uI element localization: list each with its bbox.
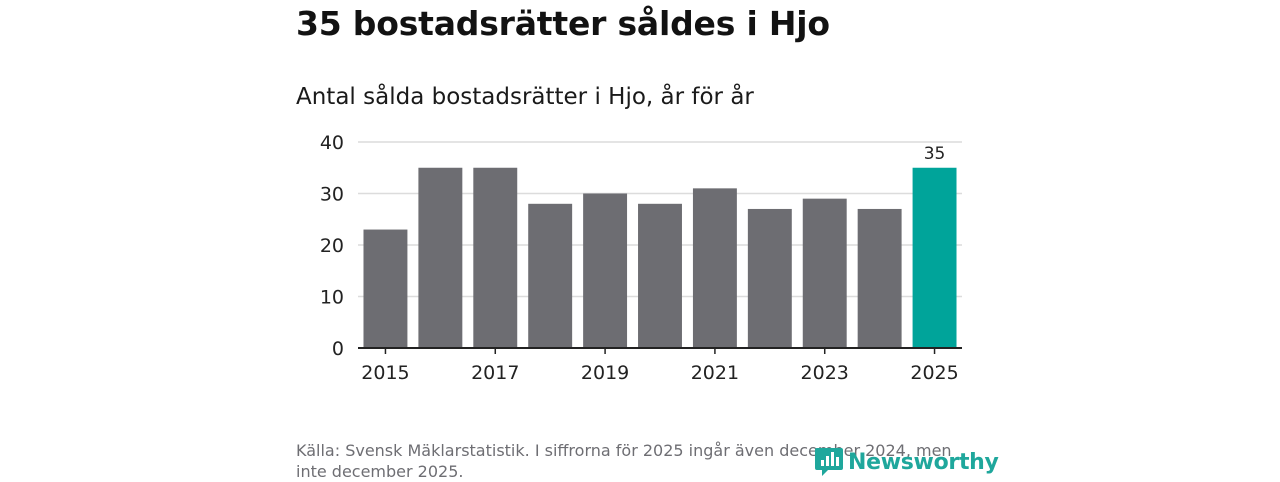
bar	[583, 193, 628, 348]
y-tick-label: 0	[332, 338, 344, 360]
bar	[747, 208, 792, 348]
x-tick-label: 2015	[361, 362, 409, 384]
x-tick-label: 2021	[691, 362, 739, 384]
newsworthy-logo[interactable]: Newsworthy	[814, 446, 999, 478]
y-tick-label: 10	[320, 287, 344, 309]
chart-title: 35 bostadsrätter såldes i Hjo	[296, 4, 830, 43]
y-tick-label: 20	[320, 235, 344, 257]
y-tick-label: 40	[320, 132, 344, 154]
bar-highlight	[912, 167, 957, 348]
logo-wordmark: Newsworthy	[848, 449, 999, 475]
bar	[528, 203, 573, 348]
x-tick-label: 2019	[581, 362, 629, 384]
bar	[802, 198, 847, 348]
bar-chart: 0 10 20 30 40 2015 2017 2019 2021 2023 2025 35	[320, 132, 962, 384]
x-tick-label: 2017	[471, 362, 519, 384]
bar	[692, 188, 737, 348]
chart-subtitle: Antal sålda bostadsrätter i Hjo, år för …	[296, 84, 754, 110]
newsworthy-logo-icon	[815, 448, 843, 476]
bar	[638, 203, 682, 348]
x-tick-label: 2025	[910, 362, 958, 384]
x-tick-label: 2023	[801, 362, 849, 384]
y-tick-label: 30	[320, 184, 344, 206]
bar	[473, 167, 518, 348]
source-note: Källa: Svensk Mäklarstatistik. I siffror…	[296, 441, 952, 481]
data-label: 35	[924, 144, 946, 164]
bar	[857, 208, 902, 348]
bar	[418, 167, 463, 348]
bar	[363, 229, 408, 348]
